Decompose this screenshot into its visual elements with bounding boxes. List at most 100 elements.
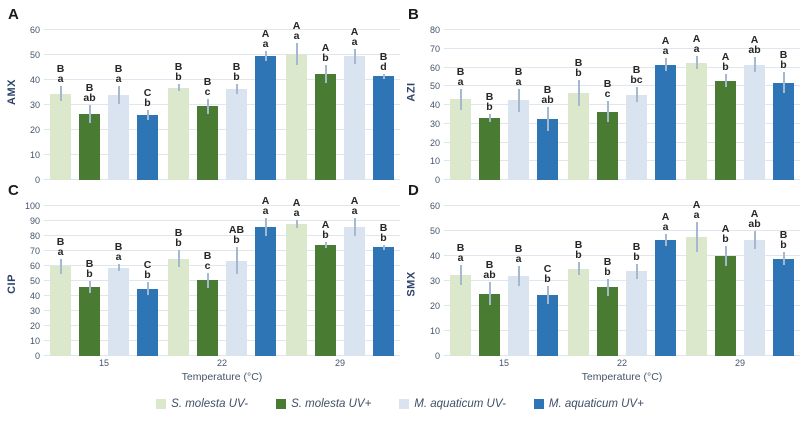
gridline [44, 310, 400, 311]
error-bar [324, 65, 327, 83]
error-bar [782, 252, 785, 265]
gridline [444, 160, 800, 162]
bar [655, 239, 676, 356]
bar [537, 294, 558, 356]
gridline [44, 104, 400, 105]
legend-label: S. molesta UV- [171, 398, 249, 410]
bar [568, 92, 589, 180]
bar [626, 94, 647, 180]
legend: S. molesta UV- S. molesta UV+ M. aquaticum… [0, 398, 800, 410]
gridline [44, 220, 400, 221]
x-axis: 15 22 29 [44, 356, 400, 369]
bar [315, 73, 336, 180]
bar [655, 64, 676, 180]
bar [344, 56, 365, 180]
gridline [44, 280, 400, 281]
y-axis: 0 10 20 30 40 50 60 [420, 201, 444, 361]
bar [373, 76, 394, 180]
bar [108, 95, 129, 180]
error-bar [353, 218, 356, 236]
bar [508, 100, 529, 180]
error-bar [146, 110, 149, 120]
bar [197, 106, 218, 180]
gridline [444, 230, 800, 231]
error-bar [59, 86, 62, 102]
y-tick-label: 80 [429, 25, 440, 35]
y-tick-label: 20 [429, 137, 440, 148]
y-axis: 0 10 20 30 40 50 60 70 80 [420, 25, 444, 185]
bar [226, 260, 247, 356]
bar [773, 82, 794, 180]
legend-swatch [533, 399, 544, 409]
bar [226, 88, 247, 180]
error-bar [59, 258, 62, 274]
gridline [444, 47, 800, 49]
bar [373, 247, 394, 356]
error-bar [88, 105, 91, 123]
bar [686, 237, 707, 356]
y-tick-label: 10 [29, 150, 40, 160]
error-bar [459, 264, 462, 285]
x-axis: 15 22 29 [444, 356, 800, 369]
y-tick-label: 60 [29, 25, 40, 35]
legend-item: S. molesta UV+ [276, 398, 371, 410]
y-tick-label: 50 [29, 50, 40, 60]
panel-label: B [408, 6, 419, 23]
error-bar [546, 106, 549, 132]
bar [773, 258, 794, 356]
error-bar [546, 286, 549, 304]
y-tick-label: 60 [29, 261, 40, 271]
bar [479, 118, 500, 180]
bar [715, 80, 736, 180]
y-tick-label: 30 [429, 276, 440, 286]
legend-item: M. aquaticum UV- [399, 398, 506, 410]
y-axis-title: SMX [406, 271, 418, 297]
gridline [44, 179, 400, 180]
bar [715, 256, 736, 356]
y-tick-label: 90 [29, 216, 40, 226]
y-axis: 0 10 20 30 40 50 60 70 80 90 100 [20, 201, 44, 361]
gridline [44, 154, 400, 155]
x-tick-label: 22 [616, 358, 627, 368]
y-tick-label: 10 [429, 326, 440, 336]
gridline [444, 141, 800, 143]
panel-label: C [8, 182, 19, 199]
bar [168, 258, 189, 356]
significance-letters: AB b [228, 224, 245, 247]
error-bar [606, 278, 609, 296]
y-tick-label: 0 [434, 175, 440, 185]
